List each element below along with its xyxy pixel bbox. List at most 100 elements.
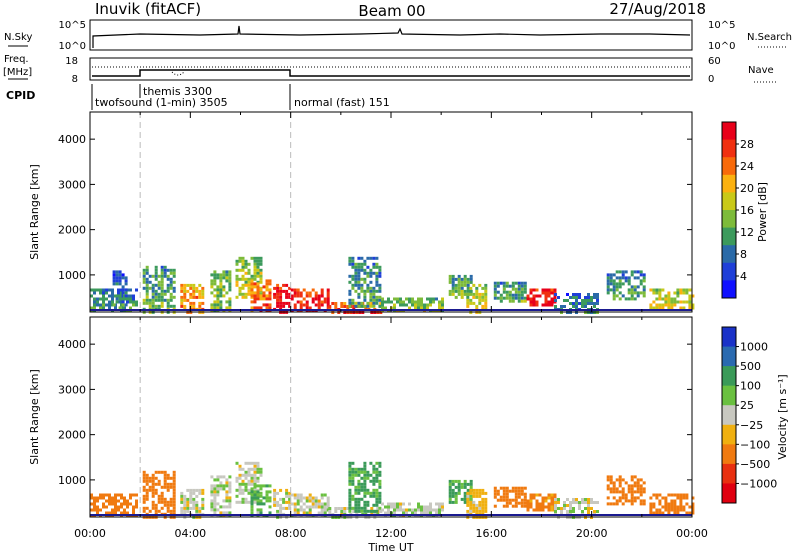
cell [213, 490, 217, 494]
cell [667, 508, 671, 512]
cell [253, 274, 257, 278]
cell [679, 499, 683, 503]
cell [253, 482, 257, 486]
cell [372, 298, 376, 302]
cell [323, 300, 327, 304]
cell [256, 274, 260, 278]
cell [285, 295, 289, 299]
cell [566, 299, 569, 302]
cell [348, 461, 352, 465]
cell [547, 303, 551, 307]
cell [435, 297, 438, 301]
patch-1 [112, 270, 128, 310]
cell [532, 493, 536, 497]
cell [169, 485, 173, 489]
cell [685, 496, 689, 500]
cell [222, 475, 226, 479]
cell [262, 297, 266, 301]
cell [575, 296, 578, 299]
cell [414, 508, 417, 512]
cell [216, 303, 220, 307]
cell [253, 496, 257, 500]
cell [673, 502, 677, 506]
cell [253, 285, 257, 289]
cell [256, 479, 260, 483]
cell [151, 500, 155, 504]
cell [606, 273, 610, 277]
cell [627, 487, 631, 491]
colorbar-swatch [722, 262, 736, 281]
cell [348, 280, 352, 284]
cell [563, 299, 566, 302]
cell [225, 484, 229, 488]
cell [408, 502, 411, 506]
cell [679, 300, 683, 304]
cell [469, 500, 473, 504]
cell [393, 505, 396, 509]
cell [157, 295, 161, 299]
cell [387, 505, 390, 509]
cell [172, 503, 176, 507]
cell [126, 505, 129, 509]
cell [351, 301, 355, 305]
cell [169, 280, 173, 284]
cell [145, 479, 149, 483]
cell [348, 470, 352, 474]
cell [360, 268, 364, 272]
cell [469, 292, 473, 296]
cell [661, 496, 665, 500]
cell [213, 279, 217, 283]
cell [460, 482, 464, 486]
cell [238, 473, 242, 477]
cell [238, 268, 242, 272]
cell [520, 290, 524, 294]
nsearch-label: N.Search [747, 32, 792, 43]
cell [532, 508, 536, 512]
cell [154, 476, 158, 480]
cell [273, 494, 277, 498]
cell [120, 303, 123, 307]
cell [285, 292, 289, 296]
cell [93, 508, 96, 512]
cell [163, 271, 167, 275]
cell [129, 496, 132, 500]
cell [151, 274, 155, 278]
cell [317, 502, 321, 506]
cell [357, 473, 361, 477]
cell [457, 289, 461, 293]
nsky-panel [89, 19, 693, 51]
cell [569, 296, 572, 299]
cell [505, 489, 509, 493]
cell [511, 299, 515, 303]
cell [652, 288, 656, 292]
cell [478, 292, 482, 296]
cell [105, 499, 108, 503]
cell [621, 496, 625, 500]
colorbar-tick-label: 28 [740, 138, 754, 151]
cell [627, 490, 631, 494]
cell [642, 490, 646, 494]
cell [259, 473, 263, 477]
cell [250, 306, 254, 310]
cell [154, 503, 158, 507]
cell [375, 295, 379, 299]
cell [157, 497, 161, 501]
cell [529, 288, 533, 292]
cell [216, 297, 220, 301]
cell [572, 510, 575, 513]
cell [520, 492, 524, 496]
cell [247, 286, 251, 290]
cell [541, 291, 545, 295]
cell [279, 503, 283, 507]
cell [664, 499, 668, 503]
cell [166, 283, 170, 287]
cell [279, 292, 283, 296]
cell [655, 306, 659, 310]
cell [105, 297, 108, 301]
cell [435, 508, 438, 512]
cell [658, 297, 662, 301]
cell [154, 509, 158, 513]
cell [169, 298, 173, 302]
cell [469, 277, 473, 281]
cell [520, 296, 524, 300]
